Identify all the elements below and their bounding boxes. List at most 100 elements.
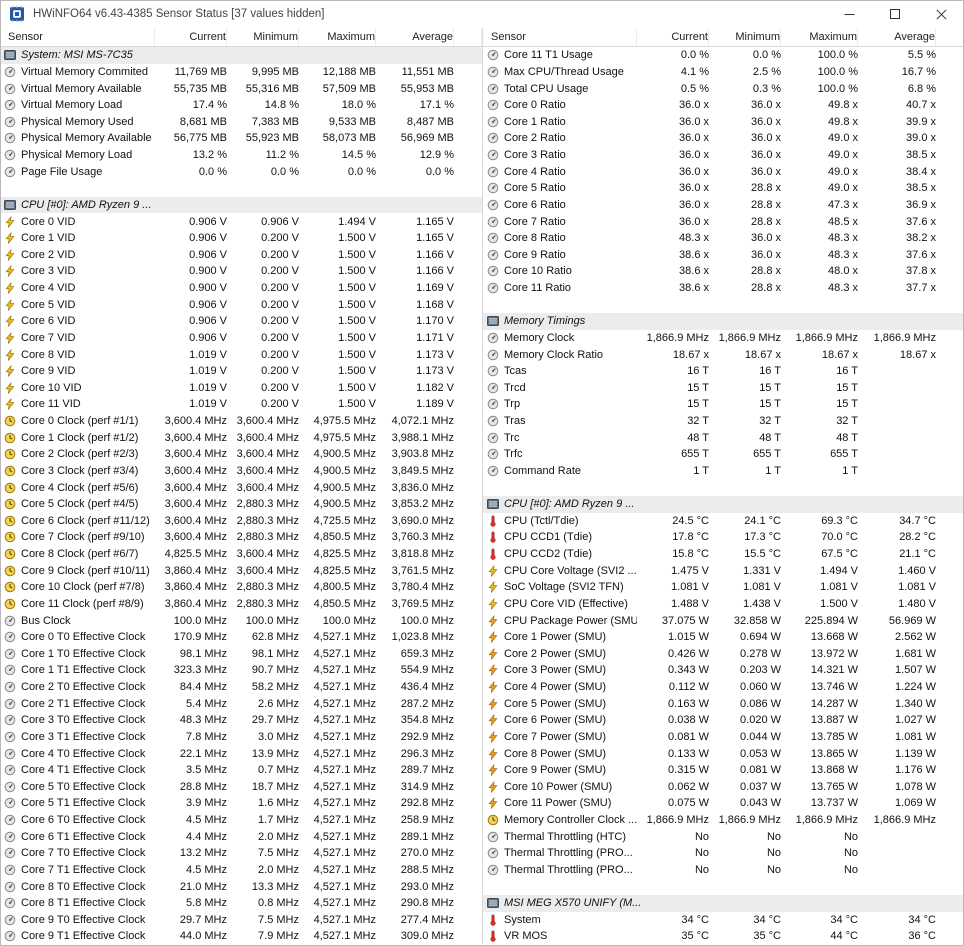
sensor-row[interactable]: Core 5 Ratio 36.0 x 28.8 x 49.0 x 38.5 x [483,180,964,197]
sensor-row[interactable]: Core 3 T1 Effective Clock 7.8 MHz 3.0 MHz 4… [0,729,482,746]
sensor-row[interactable]: Core 5 Power (SMU) 0.163 W 0.086 W 14.287 W… [483,695,964,712]
sensor-row[interactable]: Core 2 Clock (perf #2/3) 3,600.4 MHz 3,600… [0,446,482,463]
sensor-row[interactable]: Core 1 Ratio 36.0 x 36.0 x 49.8 x 39.9 x [483,114,964,131]
sensor-row[interactable]: Trcd 15 T 15 T 15 T [483,380,964,397]
sensor-row[interactable]: Core 6 Ratio 36.0 x 28.8 x 47.3 x 36.9 x [483,197,964,214]
column-header-maximum[interactable]: Maximum [299,28,376,46]
sensor-row[interactable]: Tras 32 T 32 T 32 T [483,413,964,430]
sensor-row[interactable]: Core 4 Ratio 36.0 x 36.0 x 49.0 x 38.4 x [483,163,964,180]
sensor-row[interactable]: Core 1 Power (SMU) 1.015 W 0.694 W 13.668 W… [483,629,964,646]
sensor-row[interactable]: Core 7 VID 0.906 V 0.200 V 1.500 V 1.171 V [0,330,482,347]
sensor-row[interactable]: CPU (Tctl/Tdie) 24.5 °C 24.1 °C 69.3 °C 34.7… [483,513,964,530]
sensor-row[interactable]: Core 2 Power (SMU) 0.426 W 0.278 W 13.972 W… [483,646,964,663]
sensor-row[interactable]: Core 2 T1 Effective Clock 5.4 MHz 2.6 MHz 4… [0,695,482,712]
sensor-row[interactable]: VR MOS 35 °C 35 °C 44 °C 36 °C [483,928,964,945]
sensor-row[interactable]: CPU CCD1 (Tdie) 17.8 °C 17.3 °C 70.0 °C 28.2… [483,529,964,546]
section-header-row[interactable]: CPU [#0]: AMD Ryzen 9 ... [483,495,964,513]
sensor-row[interactable]: Core 3 VID 0.900 V 0.200 V 1.500 V 1.166 V [0,263,482,280]
section-header-row[interactable]: Memory Timings [483,313,964,330]
sensor-row[interactable]: Core 0 VID 0.906 V 0.906 V 1.494 V 1.165 V [0,213,482,230]
sensor-row[interactable]: Core 1 T0 Effective Clock 98.1 MHz 98.1 MH… [0,646,482,663]
sensor-row[interactable]: Core 10 Ratio 38.6 x 28.8 x 48.0 x 37.8 x [483,263,964,280]
sensor-row[interactable]: Core 3 T0 Effective Clock 48.3 MHz 29.7 MH… [0,712,482,729]
sensor-row[interactable]: Core 10 Power (SMU) 0.062 W 0.037 W 13.765 … [483,779,964,796]
sensor-row[interactable]: Physical Memory Used 8,681 MB 7,383 MB 9,53… [0,114,482,131]
app-icon[interactable] [9,6,25,22]
column-header-minimum[interactable]: Minimum [227,28,299,46]
column-header-minimum[interactable]: Minimum [709,28,781,46]
sensor-row[interactable]: Core 10 VID 1.019 V 0.200 V 1.500 V 1.182 V [0,380,482,397]
sensor-row[interactable]: Core 6 T0 Effective Clock 4.5 MHz 1.7 MHz 4… [0,812,482,829]
sensor-row[interactable]: Core 5 T0 Effective Clock 28.8 MHz 18.7 MH… [0,779,482,796]
sensor-row[interactable]: Max CPU/Thread Usage 4.1 % 2.5 % 100.0 % 16.… [483,64,964,81]
sensor-row[interactable]: CPU Core Voltage (SVI2 ... 1.475 V 1.331 V… [483,562,964,579]
column-header-average[interactable]: Average [376,28,454,46]
sensor-row[interactable]: Core 5 VID 0.906 V 0.200 V 1.500 V 1.168 V [0,296,482,313]
sensor-row[interactable]: Memory Clock Ratio 18.67 x 18.67 x 18.67 x 1… [483,346,964,363]
sensor-row[interactable]: Core 8 Power (SMU) 0.133 W 0.053 W 13.865 W… [483,745,964,762]
sensor-row[interactable]: Thermal Throttling (PRO... No No No [483,862,964,879]
sensor-row[interactable]: Core 6 Clock (perf #11/12) 3,600.4 MHz 2,8… [0,513,482,530]
sensor-row[interactable]: CPU Package Power (SMU) 37.075 W 32.858 W 2… [483,612,964,629]
sensor-row[interactable]: Core 5 Clock (perf #4/5) 3,600.4 MHz 2,880… [0,496,482,513]
sensor-row[interactable]: Memory Controller Clock ... 1,866.9 MHz 1,… [483,812,964,829]
sensor-row[interactable]: Trc 48 T 48 T 48 T [483,429,964,446]
sensor-row[interactable]: Core 8 T1 Effective Clock 5.8 MHz 0.8 MHz 4… [0,895,482,912]
sensor-row[interactable]: Core 1 VID 0.906 V 0.200 V 1.500 V 1.165 V [0,230,482,247]
sensor-row[interactable]: Physical Memory Load 13.2 % 11.2 % 14.5 % 12… [0,147,482,164]
sensor-row[interactable]: Core 8 VID 1.019 V 0.200 V 1.500 V 1.173 V [0,346,482,363]
column-header-current[interactable]: Current [155,28,227,46]
sensor-row[interactable]: Core 8 Ratio 48.3 x 36.0 x 48.3 x 38.2 x [483,230,964,247]
sensor-row[interactable]: Core 3 Clock (perf #3/4) 3,600.4 MHz 3,600… [0,463,482,480]
sensor-row[interactable]: Core 11 Clock (perf #8/9) 3,860.4 MHz 2,88… [0,596,482,613]
sensor-row[interactable]: System 34 °C 34 °C 34 °C 34 °C [483,912,964,929]
sensor-row[interactable]: Core 9 Clock (perf #10/11) 3,860.4 MHz 3,6… [0,562,482,579]
column-header-average[interactable]: Average [858,28,936,46]
sensor-row[interactable]: Page File Usage 0.0 % 0.0 % 0.0 % 0.0 % [0,163,482,180]
sensor-row[interactable]: Core 0 Clock (perf #1/1) 3,600.4 MHz 3,600… [0,413,482,430]
sensor-row[interactable]: Command Rate 1 T 1 T 1 T [483,463,964,480]
sensor-row[interactable]: Core 6 VID 0.906 V 0.200 V 1.500 V 1.170 V [0,313,482,330]
sensor-row[interactable]: Virtual Memory Load 17.4 % 14.8 % 18.0 % 17.… [0,97,482,114]
sensor-row[interactable]: Thermal Throttling (PRO... No No No [483,845,964,862]
sensor-row[interactable]: Core 5 T1 Effective Clock 3.9 MHz 1.6 MHz 4… [0,795,482,812]
sensor-row[interactable]: Core 3 Ratio 36.0 x 36.0 x 49.0 x 38.5 x [483,147,964,164]
sensor-row[interactable]: Core 8 T0 Effective Clock 21.0 MHz 13.3 MH… [0,878,482,895]
sensor-row[interactable]: Bus Clock 100.0 MHz 100.0 MHz 100.0 MHz 100.… [0,612,482,629]
sensor-row[interactable]: Core 9 VID 1.019 V 0.200 V 1.500 V 1.173 V [0,363,482,380]
sensor-row[interactable]: Core 2 Ratio 36.0 x 36.0 x 49.0 x 39.0 x [483,130,964,147]
sensor-row[interactable]: Core 7 Ratio 36.0 x 28.8 x 48.5 x 37.6 x [483,213,964,230]
sensor-row[interactable]: Virtual Memory Available 55,735 MB 55,316 … [0,80,482,97]
minimize-button[interactable] [826,0,872,28]
sensor-row[interactable]: SoC Voltage (SVI2 TFN) 1.081 V 1.081 V 1.08… [483,579,964,596]
sensor-row[interactable]: Memory Clock 1,866.9 MHz 1,866.9 MHz 1,866.… [483,330,964,347]
sensor-row[interactable]: Trfc 655 T 655 T 655 T [483,446,964,463]
sensor-row[interactable]: Core 7 Power (SMU) 0.081 W 0.044 W 13.785 W… [483,729,964,746]
sensor-row[interactable]: Core 7 T0 Effective Clock 13.2 MHz 7.5 MHz… [0,845,482,862]
sensor-row[interactable]: Core 4 VID 0.900 V 0.200 V 1.500 V 1.169 V [0,280,482,297]
sensor-row[interactable]: Core 11 Ratio 38.6 x 28.8 x 48.3 x 37.7 x [483,280,964,297]
column-header-sensor[interactable]: Sensor [0,28,155,46]
sensor-row[interactable]: Core 6 Power (SMU) 0.038 W 0.020 W 13.887 W… [483,712,964,729]
sensor-row[interactable]: Core 4 T0 Effective Clock 22.1 MHz 13.9 MH… [0,745,482,762]
sensor-row[interactable]: Core 9 T0 Effective Clock 29.7 MHz 7.5 MHz… [0,912,482,929]
title-bar[interactable]: HWiNFO64 v6.43-4385 Sensor Status [37 va… [0,0,964,28]
sensor-row[interactable]: Core 11 T1 Usage 0.0 % 0.0 % 100.0 % 5.5 % [483,47,964,64]
column-header-current[interactable]: Current [637,28,709,46]
sensor-row[interactable]: Core 7 Clock (perf #9/10) 3,600.4 MHz 2,88… [0,529,482,546]
sensor-row[interactable]: CPU CCD2 (Tdie) 15.8 °C 15.5 °C 67.5 °C 21.1… [483,546,964,563]
sensor-row[interactable]: Virtual Memory Commited 11,769 MB 9,995 MB… [0,64,482,81]
section-header-row[interactable]: MSI MEG X570 UNIFY (M... [483,894,964,912]
sensor-row[interactable]: Core 8 Clock (perf #6/7) 4,825.5 MHz 3,600… [0,546,482,563]
column-header-maximum[interactable]: Maximum [781,28,858,46]
sensor-row[interactable]: Core 4 T1 Effective Clock 3.5 MHz 0.7 MHz 4… [0,762,482,779]
sensor-row[interactable]: Core 1 T1 Effective Clock 323.3 MHz 90.7 M… [0,662,482,679]
sensor-row[interactable]: Core 4 Power (SMU) 0.112 W 0.060 W 13.746 W… [483,679,964,696]
sensor-row[interactable]: Core 0 T0 Effective Clock 170.9 MHz 62.8 M… [0,629,482,646]
sensor-row[interactable]: Core 10 Clock (perf #7/8) 3,860.4 MHz 2,88… [0,579,482,596]
sensor-row[interactable]: Core 7 T1 Effective Clock 4.5 MHz 2.0 MHz 4… [0,862,482,879]
sensor-row[interactable]: Core 3 Power (SMU) 0.343 W 0.203 W 14.321 W… [483,662,964,679]
sensor-row[interactable]: Core 6 T1 Effective Clock 4.4 MHz 2.0 MHz 4… [0,828,482,845]
close-button[interactable] [918,0,964,28]
sensor-row[interactable]: Core 1 Clock (perf #1/2) 3,600.4 MHz 3,600… [0,429,482,446]
